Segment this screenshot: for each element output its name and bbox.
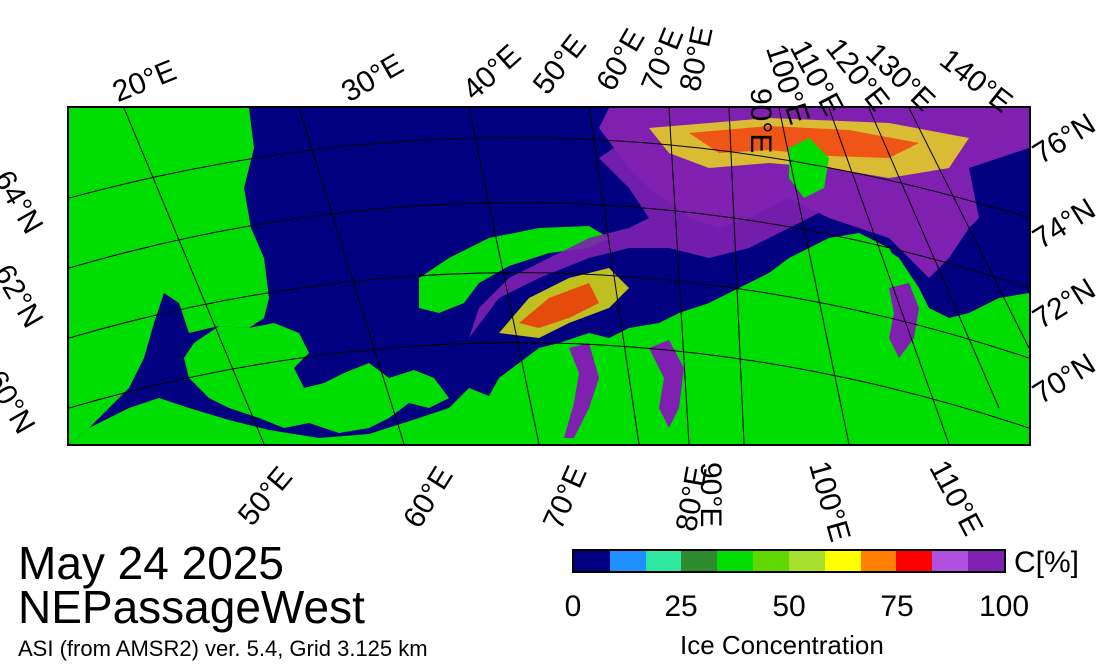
top-lon-label: 50°E — [526, 28, 594, 101]
data-credit: ASI (from AMSR2) ver. 5.4, Grid 3.125 km — [18, 636, 428, 661]
top-lon-label: 40°E — [456, 38, 528, 107]
colorbar-tick: 0 — [564, 590, 582, 623]
colorbar-title: Ice Concentration — [680, 630, 884, 660]
left-lat-label: 64°N — [0, 165, 50, 240]
land-scandinavia — [69, 108, 269, 444]
land-severnaya — [789, 138, 829, 198]
map-date: May 24 2025 — [18, 537, 284, 589]
colorbar-segment — [753, 551, 789, 571]
colorbar-segment — [681, 551, 718, 571]
bottom-lon-label: 60°E — [397, 460, 460, 534]
colorbar-segment — [574, 551, 610, 571]
colorbar — [572, 549, 1006, 573]
ocean-east — [969, 148, 1029, 258]
colorbar-segment — [932, 551, 969, 571]
bottom-lon-label: 110°E — [922, 455, 990, 542]
top-lon-label: 30°E — [336, 47, 410, 109]
top-lon-label: 20°E — [108, 53, 182, 109]
land-novaya-zemlya — [419, 226, 609, 313]
colorbar-segment — [788, 551, 825, 571]
map-frame — [67, 106, 1031, 446]
land-kola — [184, 323, 449, 433]
bottom-lon-label: 50°E — [231, 460, 300, 533]
left-lat-label: 62°N — [0, 259, 50, 334]
colorbar-segment — [609, 551, 646, 571]
top-lon-label: 90°E — [744, 88, 777, 154]
colorbar-segment — [860, 551, 897, 571]
colorbar-unit: C[%] — [1014, 546, 1080, 579]
colorbar-segment — [645, 551, 682, 571]
graticule — [69, 108, 1029, 444]
colorbar-tick: 25 — [664, 590, 698, 623]
region-name: NEPassageWest — [18, 581, 365, 633]
colorbar-tick: 100 — [978, 590, 1030, 623]
right-lat-label: 72°N — [1027, 272, 1102, 336]
ice-kara-red — [519, 283, 599, 328]
right-lat-label: 76°N — [1027, 107, 1102, 171]
land-taymyr — [759, 236, 929, 308]
bottom-lon-label: 70°E — [536, 461, 594, 535]
colorbar-tick: 75 — [880, 590, 914, 623]
ice-ob-gulf — [564, 343, 599, 438]
colorbar-segment — [824, 551, 861, 571]
colorbar-segment — [968, 551, 1004, 571]
left-lat-label: 60°N — [0, 365, 42, 440]
colorbar-segment — [717, 551, 754, 571]
right-lat-label: 74°N — [1027, 192, 1102, 256]
right-lat-label: 70°N — [1027, 347, 1102, 411]
bottom-lon-label: 90°E — [694, 462, 727, 528]
ice-yenisei-gulf — [649, 340, 684, 428]
bottom-lon-label: 100°E — [802, 457, 857, 546]
colorbar-segment — [896, 551, 933, 571]
colorbar-tick: 50 — [772, 590, 806, 623]
ice-concentration-map — [69, 108, 1029, 444]
